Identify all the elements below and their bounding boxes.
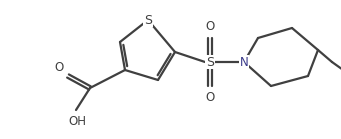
Text: O: O	[205, 91, 214, 104]
Text: O: O	[205, 20, 214, 33]
Text: O: O	[55, 61, 64, 74]
Text: S: S	[144, 13, 152, 27]
Text: N: N	[240, 55, 248, 69]
Text: OH: OH	[68, 115, 86, 128]
Text: S: S	[206, 55, 214, 69]
